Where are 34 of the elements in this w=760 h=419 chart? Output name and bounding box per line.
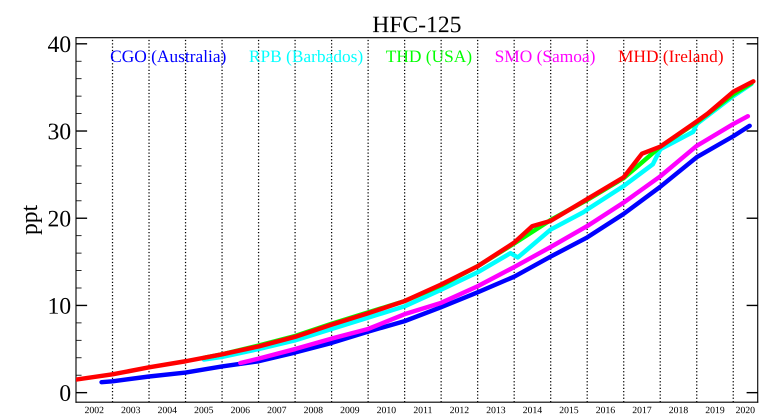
x-tick-label: 2010 [377,406,396,414]
x-tick-label: 2005 [194,406,214,414]
text: RPB (Barbados) [249,50,362,66]
x-tick-label: 2018 [669,406,688,414]
series-label: MHD (Ireland) [618,50,723,66]
text: CGO (Australia) [110,50,226,66]
x-tick-label: 2015 [560,406,578,414]
text: SMO (Samoa) [496,50,595,66]
y-tick-label: 10 [50,298,70,314]
y-tick-label: 30 [48,124,70,140]
line-series [238,114,750,366]
x-tick-label: 2002 [84,406,104,414]
x-tick-label: 2016 [596,406,615,414]
x-tick-label: 2014 [523,406,542,414]
x-tick-label: 2019 [706,406,724,414]
x-tick-label: 2012 [450,406,469,414]
y-tick-label: 0 [60,385,70,402]
x-tick-label: 2020 [736,406,755,414]
x-tick-label: 2009 [340,406,360,414]
x-tick-label: 2007 [268,406,286,414]
x-tick-label: 2011 [414,406,432,414]
chart-title: HFC-125 [372,16,461,32]
y-tick-label: 40 [48,36,70,52]
text: THD (USA) [386,50,472,66]
y-axis-title: ppt [24,205,42,235]
x-tick-label: 2004 [158,406,177,414]
line-series [99,124,752,384]
x-tick-label: 2008 [304,406,323,414]
x-tick-label: 2003 [121,406,140,414]
y-tick-label: 20 [48,210,70,227]
x-tick-label: 2006 [231,406,250,414]
x-tick-label: 2013 [486,406,506,414]
line-series [76,79,756,382]
x-tick-label: 2017 [632,406,652,414]
